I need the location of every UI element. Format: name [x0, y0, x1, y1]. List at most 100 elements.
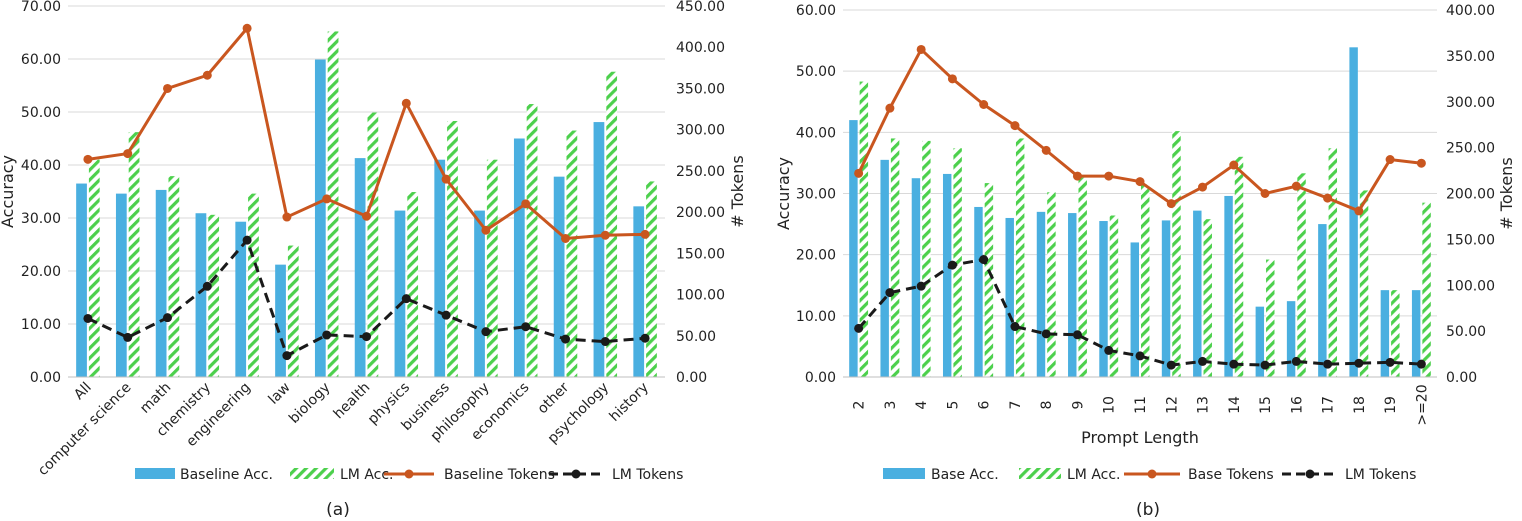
- x-tick-label: law: [265, 380, 293, 408]
- point-lm-tokens: [600, 337, 610, 347]
- point-lm-tokens: [1010, 322, 1020, 332]
- bar-baseline-acc: [942, 173, 952, 377]
- bar-lm-acc: [1047, 192, 1056, 377]
- point-baseline-tokens: [282, 212, 292, 222]
- bar-lm-acc: [1234, 156, 1244, 377]
- y2-tick-label: 450.00: [676, 0, 725, 15]
- y-tick-label: 40.00: [21, 158, 61, 174]
- point-baseline-tokens: [1416, 158, 1426, 168]
- x-tick-label: 6: [977, 400, 993, 409]
- x-tick-label: 15: [1258, 396, 1274, 414]
- bar-lm-acc: [1141, 184, 1150, 377]
- x-tick-label: 8: [1039, 401, 1055, 410]
- legend-label: LM Tokens: [612, 467, 683, 483]
- bar-baseline-acc: [1286, 301, 1296, 377]
- point-lm-tokens: [1104, 345, 1114, 355]
- legend-swatch-marker: [404, 469, 414, 479]
- bar-lm-acc: [566, 130, 578, 377]
- bar-lm-acc: [407, 192, 419, 377]
- x-tick-label: math: [137, 380, 174, 417]
- bar-lm-acc: [208, 214, 220, 377]
- point-lm-tokens: [561, 334, 570, 344]
- y2-tick-label: 50.00: [1446, 324, 1486, 340]
- point-lm-tokens: [854, 323, 864, 333]
- point-baseline-tokens: [401, 98, 411, 108]
- y2-axis-title: # Tokens: [1497, 157, 1516, 229]
- bar-lm-acc: [1328, 148, 1338, 377]
- point-lm-tokens: [1354, 358, 1364, 368]
- point-baseline-tokens: [1323, 193, 1333, 203]
- bar-baseline-acc: [275, 264, 286, 377]
- point-lm-tokens: [1072, 330, 1082, 340]
- x-tick-label: 4: [914, 400, 930, 409]
- point-baseline-tokens: [163, 83, 172, 93]
- point-lm-tokens: [885, 288, 895, 298]
- bar-baseline-acc: [474, 210, 485, 377]
- point-lm-tokens: [1198, 356, 1208, 366]
- legend-swatch-bar: [135, 468, 175, 479]
- bar-lm-acc: [1297, 173, 1306, 377]
- point-lm-tokens: [481, 327, 491, 337]
- point-lm-tokens: [1323, 359, 1333, 369]
- bar-baseline-acc: [1318, 224, 1327, 377]
- bar-baseline-acc: [1224, 195, 1233, 377]
- point-lm-tokens: [83, 313, 93, 323]
- point-lm-tokens: [202, 281, 212, 291]
- bar-lm-acc: [984, 183, 994, 377]
- y2-tick-label: 150.00: [676, 246, 725, 262]
- y-axis-title: Accuracy: [0, 155, 17, 228]
- legend-label: Base Acc.: [931, 467, 999, 483]
- y-tick-label: 50.00: [796, 64, 836, 80]
- legend-swatch-hatched: [290, 468, 334, 479]
- point-lm-tokens: [947, 260, 957, 270]
- x-tick-label: 5: [945, 401, 961, 410]
- y2-axis-title: # Tokens: [728, 155, 747, 227]
- y2-tick-label: 50.00: [676, 329, 716, 345]
- point-baseline-tokens: [1135, 177, 1145, 187]
- y2-tick-label: 300.00: [1446, 95, 1495, 111]
- x-tick-label: 3: [883, 401, 899, 410]
- y2-tick-label: 200.00: [1446, 187, 1495, 203]
- bar-baseline-acc: [633, 206, 645, 377]
- figure-caption: (b): [1136, 500, 1160, 520]
- x-tick-label: 9: [1070, 401, 1086, 410]
- point-baseline-tokens: [441, 174, 451, 184]
- x-tick-label: 13: [1196, 396, 1212, 414]
- y-tick-label: 50.00: [21, 105, 61, 121]
- point-lm-tokens: [1135, 351, 1145, 361]
- point-lm-tokens: [640, 333, 650, 343]
- point-lm-tokens: [401, 294, 411, 304]
- bar-baseline-acc: [1068, 213, 1077, 377]
- bar-baseline-acc: [513, 138, 525, 377]
- point-lm-tokens: [1166, 360, 1176, 370]
- point-lm-tokens: [123, 332, 133, 342]
- point-baseline-tokens: [521, 199, 531, 209]
- point-baseline-tokens: [362, 211, 371, 221]
- bar-baseline-acc: [880, 159, 889, 377]
- point-baseline-tokens: [481, 225, 491, 235]
- point-lm-tokens: [362, 332, 371, 342]
- x-tick-label: 18: [1352, 396, 1368, 414]
- bar-lm-acc: [367, 112, 379, 377]
- point-baseline-tokens: [202, 70, 212, 80]
- point-lm-tokens: [521, 322, 531, 332]
- point-baseline-tokens: [1229, 160, 1239, 170]
- legend-label: Base Tokens: [1188, 467, 1274, 483]
- legend-label: LM Acc.: [340, 467, 394, 483]
- y2-tick-label: 250.00: [1446, 141, 1495, 157]
- legend-swatch-marker: [571, 469, 581, 479]
- legend-label: LM Tokens: [1345, 467, 1416, 483]
- bar-baseline-acc: [1161, 220, 1171, 377]
- point-baseline-tokens: [322, 194, 332, 204]
- bar-lm-acc: [1266, 259, 1275, 377]
- x-tick-label: 14: [1227, 396, 1243, 414]
- bar-lm-acc: [1359, 190, 1369, 377]
- bar-lm-acc: [890, 138, 900, 377]
- y2-tick-label: 350.00: [1446, 49, 1495, 65]
- bar-lm-acc: [486, 159, 498, 377]
- legend-swatch-hatched: [1019, 468, 1061, 479]
- y2-tick-label: 200.00: [676, 205, 725, 221]
- legend-label: Baseline Tokens: [444, 467, 555, 483]
- point-lm-tokens: [1291, 356, 1301, 366]
